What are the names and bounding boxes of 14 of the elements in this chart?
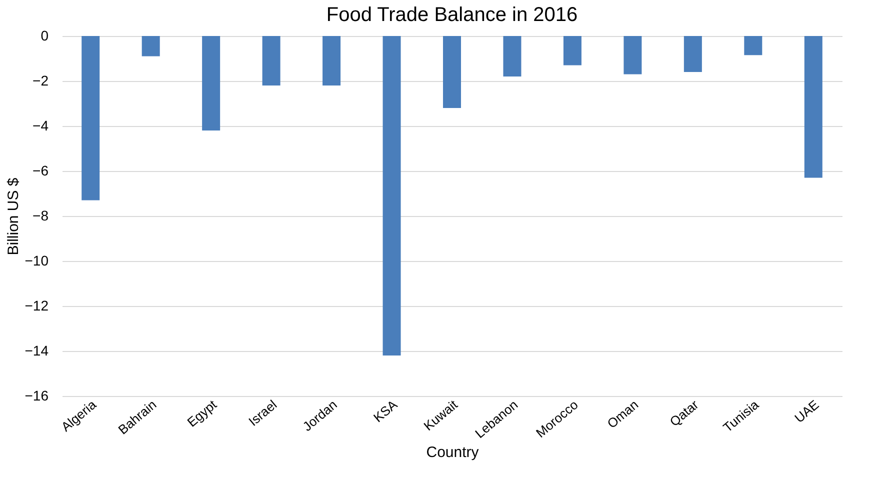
y-tick-label: −8 (32, 208, 49, 224)
y-axis-title: Billion US $ (4, 177, 22, 256)
y-tick-label: 0 (40, 28, 49, 44)
x-tick-label: KSA (370, 396, 400, 426)
y-tick-label: −12 (24, 298, 49, 314)
chart-title: Food Trade Balance in 2016 (326, 4, 578, 26)
x-axis-title: Country (426, 444, 480, 461)
x-tick-label: UAE (792, 396, 822, 426)
y-tick-label: −10 (24, 252, 49, 268)
y-tick-label: −4 (32, 118, 49, 134)
y-tick-label: −2 (32, 72, 49, 88)
y-tick-label: −14 (24, 342, 49, 358)
y-tick-label: −6 (32, 162, 49, 178)
y-tick-label: −16 (24, 388, 49, 404)
